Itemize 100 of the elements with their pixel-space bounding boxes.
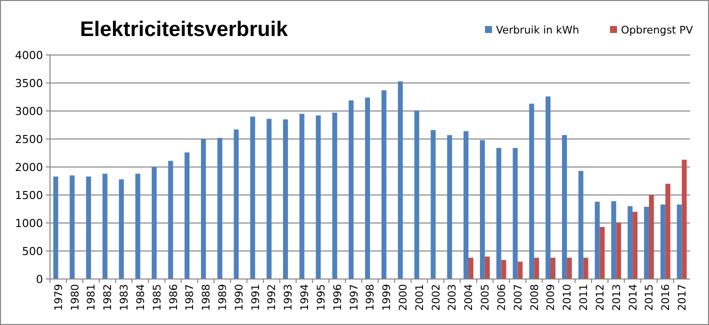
x-tick-label: 2017 xyxy=(676,284,688,311)
x-tick-label: 1981 xyxy=(86,284,98,311)
bar xyxy=(628,206,633,279)
bar xyxy=(660,204,666,279)
x-tick-label: 2007 xyxy=(512,284,524,311)
y-tick-label: 0 xyxy=(36,272,43,286)
bar xyxy=(632,212,638,279)
y-tick-label: 500 xyxy=(22,244,43,258)
bar xyxy=(546,96,551,279)
x-tick-label: 1999 xyxy=(381,284,394,311)
bar xyxy=(135,174,140,279)
bar xyxy=(468,258,474,279)
bar xyxy=(665,184,670,279)
x-tick-label: 1996 xyxy=(332,284,344,311)
bar xyxy=(578,170,584,279)
bar xyxy=(398,81,403,279)
bar xyxy=(562,135,567,279)
x-tick-label: 2014 xyxy=(627,284,640,311)
bar xyxy=(534,258,540,279)
bar xyxy=(102,174,108,279)
bar xyxy=(616,222,622,279)
y-tick-label: 4000 xyxy=(15,48,43,62)
chart-title: Elektriciteitsverbruik xyxy=(80,18,288,41)
y-tick-label: 1000 xyxy=(15,216,43,230)
bar xyxy=(430,130,436,279)
bar xyxy=(250,116,256,279)
bar xyxy=(316,115,321,279)
bar xyxy=(53,176,58,279)
bar xyxy=(566,258,572,279)
x-tick-label: 1989 xyxy=(216,284,229,311)
bar xyxy=(217,138,222,279)
bar xyxy=(70,175,75,279)
y-tick-label: 2500 xyxy=(15,132,43,146)
bar xyxy=(184,152,190,279)
bar xyxy=(414,110,420,279)
legend-label: Opbrengst PV xyxy=(621,24,694,37)
x-tick-label: 2002 xyxy=(430,284,442,311)
bar xyxy=(447,135,452,279)
x-tick-label: 2009 xyxy=(545,284,558,311)
bar xyxy=(86,176,92,279)
x-tick-label: 1979 xyxy=(52,284,65,311)
bar xyxy=(332,112,338,279)
bar xyxy=(550,258,556,279)
bar xyxy=(348,100,354,279)
x-tick-label: 2012 xyxy=(594,284,606,311)
bar xyxy=(512,148,518,279)
bar xyxy=(496,148,502,279)
x-tick-label: 1991 xyxy=(250,284,262,311)
x-tick-label: 2013 xyxy=(610,284,623,311)
x-tick-label: 1987 xyxy=(184,284,196,311)
x-tick-label: 1994 xyxy=(299,284,312,311)
x-tick-label: 1984 xyxy=(134,284,147,311)
bar xyxy=(600,226,605,279)
bar xyxy=(464,131,468,279)
bar xyxy=(676,204,682,279)
bar xyxy=(648,195,654,279)
bar xyxy=(266,118,272,279)
x-tick-label: 1992 xyxy=(266,284,278,311)
bar xyxy=(234,129,239,279)
y-tick-label: 3000 xyxy=(15,104,43,118)
bar xyxy=(611,201,616,279)
bar xyxy=(644,206,649,279)
x-tick-label: 1988 xyxy=(200,284,213,311)
x-tick-label: 1983 xyxy=(118,284,131,311)
x-tick-label: 2011 xyxy=(578,284,590,311)
x-tick-label: 1985 xyxy=(151,284,164,311)
legend-label: Verbruik in kWh xyxy=(496,24,580,37)
x-tick-label: 2010 xyxy=(562,284,574,311)
x-tick-label: 2015 xyxy=(644,284,656,311)
bar xyxy=(381,90,386,279)
x-tick-label: 2003 xyxy=(446,284,459,311)
x-tick-label: 2000 xyxy=(397,284,410,311)
x-tick-label: 2004 xyxy=(463,284,476,311)
x-tick-label: 1998 xyxy=(364,284,377,311)
bar xyxy=(682,160,687,279)
x-tick-label: 1986 xyxy=(168,284,180,311)
x-tick-label: 2006 xyxy=(496,284,508,311)
bar xyxy=(152,167,157,279)
bar xyxy=(583,258,588,279)
x-tick-label: 2016 xyxy=(660,284,672,311)
bar xyxy=(518,262,523,279)
bar xyxy=(529,104,534,279)
x-tick-label: 1995 xyxy=(315,284,328,311)
bar xyxy=(168,160,174,279)
bar xyxy=(283,119,288,279)
x-tick-label: 1982 xyxy=(102,284,114,311)
bar xyxy=(118,179,124,279)
x-tick-label: 1990 xyxy=(233,284,246,311)
x-tick-label: 1980 xyxy=(69,284,82,311)
bar xyxy=(299,114,304,279)
y-tick-label: 3500 xyxy=(15,76,43,90)
x-tick-label: 1993 xyxy=(282,284,295,311)
bar xyxy=(365,98,370,279)
bar xyxy=(200,139,206,279)
y-tick-label: 2000 xyxy=(15,160,43,174)
bar xyxy=(484,256,490,279)
bar xyxy=(480,140,485,279)
x-tick-label: 2001 xyxy=(414,284,426,311)
x-tick-label: 1997 xyxy=(348,284,360,311)
x-tick-label: 2005 xyxy=(480,284,492,311)
